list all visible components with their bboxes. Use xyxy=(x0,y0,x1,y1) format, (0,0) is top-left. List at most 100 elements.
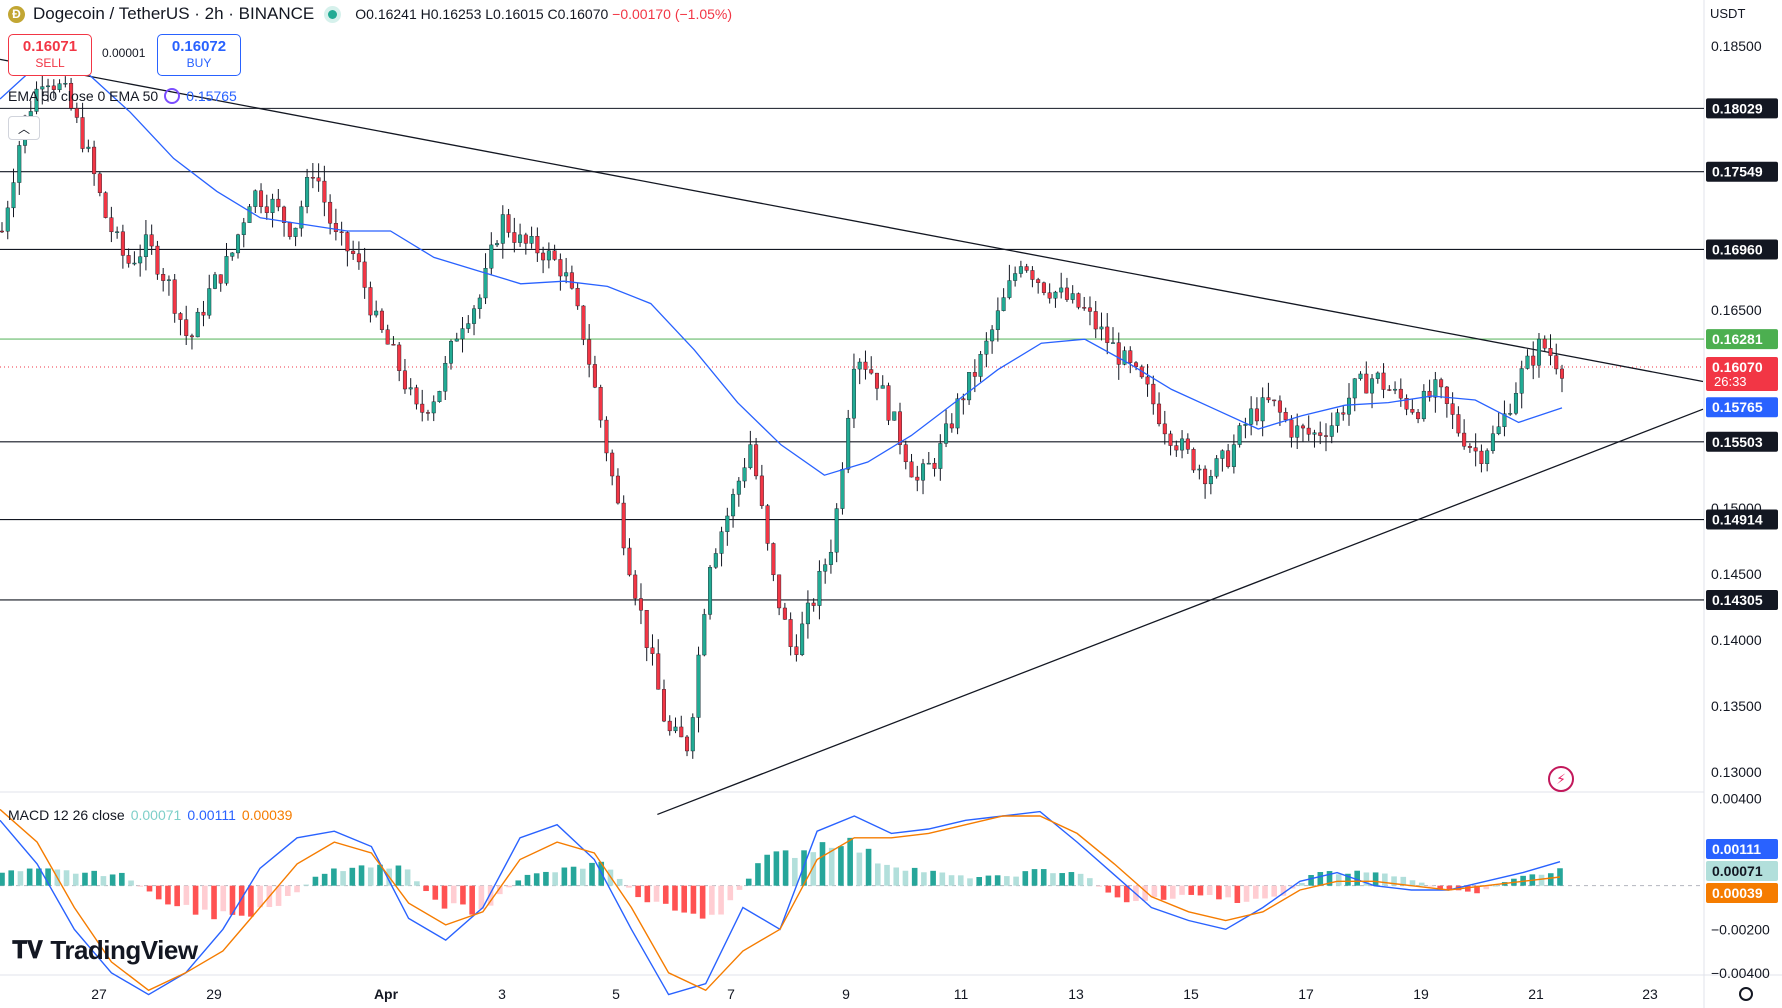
refresh-icon[interactable] xyxy=(164,88,181,104)
candle-down xyxy=(1542,338,1547,349)
candle-down xyxy=(1134,362,1139,367)
candle-down xyxy=(811,602,816,606)
level-tag-bg xyxy=(1706,329,1778,350)
candle-down xyxy=(69,82,74,109)
candle-up xyxy=(846,417,851,470)
candle-down xyxy=(362,261,367,288)
candle-up xyxy=(944,423,949,444)
price-tick-label: 0.18500 xyxy=(1711,38,1762,54)
price-tick-label: 0.13000 xyxy=(1711,764,1762,780)
time-tick-label: 3 xyxy=(498,986,506,1002)
spread-value: 0.00001 xyxy=(102,46,146,60)
macd-histogram-bar xyxy=(349,867,356,886)
macd-tick-label: −0.00400 xyxy=(1711,965,1770,981)
candle-down xyxy=(149,234,154,247)
macd-histogram-bar xyxy=(1013,876,1019,886)
macd-histogram-bar xyxy=(662,885,669,904)
candle-down xyxy=(1030,270,1035,280)
macd-histogram-bar xyxy=(893,867,900,886)
candle-down xyxy=(759,475,764,506)
candle-down xyxy=(667,720,672,732)
macd-histogram-bar xyxy=(1345,873,1351,886)
candle-down xyxy=(1082,307,1087,309)
time-tick-label: 17 xyxy=(1298,986,1314,1002)
candle-down xyxy=(1456,414,1461,434)
candle-up xyxy=(690,717,695,752)
ema-legend[interactable]: EMA 50 close 0 EMA 50 0.15765 xyxy=(8,88,237,104)
macd-histogram-bar xyxy=(1059,873,1065,886)
level-tag: 0.16960 xyxy=(1712,241,1763,257)
macd-histogram-bar xyxy=(45,868,51,886)
ohlc-values: O0.16241 H0.16253 L0.16015 C0.16070 −0.0… xyxy=(355,6,732,22)
macd-histogram-bar xyxy=(1354,870,1360,886)
candle-down xyxy=(535,236,540,254)
macd-histogram-bar xyxy=(506,885,512,888)
buy-button[interactable]: 0.16072 BUY xyxy=(157,34,241,76)
symbol-header[interactable]: Ð Dogecoin / TetherUS · 2h · BINANCE O0.… xyxy=(8,4,732,24)
macd-histogram-bar xyxy=(238,885,245,916)
sell-label: SELL xyxy=(35,56,65,70)
macd-histogram-bar xyxy=(1151,885,1158,897)
candle-down xyxy=(218,274,223,284)
candle-down xyxy=(379,310,384,330)
candle-down xyxy=(80,117,85,149)
candle-down xyxy=(264,206,269,213)
candle-up xyxy=(938,443,943,469)
macd-line-value: 0.00111 xyxy=(187,807,236,823)
candle-up xyxy=(1347,397,1352,415)
candle-down xyxy=(397,344,402,371)
candle-up xyxy=(731,494,736,517)
macd-histogram-bar xyxy=(543,871,549,886)
candle-down xyxy=(592,364,597,388)
candle-down xyxy=(1444,386,1449,404)
candle-down xyxy=(650,647,655,654)
macd-histogram-bar xyxy=(589,862,595,886)
candle-up xyxy=(437,391,442,402)
candle-up xyxy=(1070,293,1075,300)
candle-down xyxy=(541,252,546,261)
candle-up xyxy=(742,467,747,482)
candle-down xyxy=(1341,412,1346,415)
candle-down xyxy=(1318,432,1323,436)
candle-down xyxy=(178,313,183,320)
lightning-icon[interactable]: ⚡ xyxy=(1548,766,1574,792)
candle-down xyxy=(1289,419,1294,438)
candle-down xyxy=(1185,438,1190,450)
candle-down xyxy=(1272,399,1277,402)
candle-down xyxy=(345,232,350,252)
candle-down xyxy=(1364,373,1369,394)
candle-down xyxy=(1145,376,1150,385)
macd-histogram-bar xyxy=(1050,873,1056,886)
macd-histogram-bar xyxy=(709,885,715,915)
collapse-legend-button[interactable]: ︿ xyxy=(8,116,40,140)
macd-histogram-bar xyxy=(1391,876,1397,886)
time-tick-label: 29 xyxy=(206,986,222,1002)
candle-up xyxy=(500,214,505,244)
symbol-title[interactable]: Dogecoin / TetherUS · 2h · BINANCE xyxy=(33,4,315,23)
candle-down xyxy=(1479,450,1484,464)
candle-down xyxy=(627,547,632,576)
candle-up xyxy=(230,252,235,257)
candle-up xyxy=(1370,378,1375,394)
candle-down xyxy=(644,610,649,648)
macd-histogram-bar xyxy=(155,885,162,900)
macd-histogram-bar xyxy=(1179,885,1185,895)
macd-histogram-bar xyxy=(1225,885,1231,898)
candle-down xyxy=(1306,427,1311,435)
candle-up xyxy=(1053,291,1058,299)
macd-signal-value: 0.00039 xyxy=(241,807,293,823)
macd-histogram-bar xyxy=(1243,885,1250,902)
macd-histogram-bar xyxy=(764,854,770,886)
candle-up xyxy=(1231,444,1236,467)
macd-legend[interactable]: MACD 12 26 close 0.00071 0.00111 0.00039 xyxy=(8,807,292,823)
logo-text: TradingView xyxy=(50,935,198,965)
price-tick-label: 0.13500 xyxy=(1711,698,1762,714)
candle-up xyxy=(1508,413,1513,415)
macd-histogram-bar xyxy=(921,872,927,886)
currency-selector[interactable]: USDT xyxy=(1710,6,1746,21)
macd-histogram-bar xyxy=(515,880,522,886)
candle-down xyxy=(425,412,430,414)
macd-histogram-bar xyxy=(275,885,282,906)
sell-button[interactable]: 0.16071 SELL xyxy=(8,34,92,76)
